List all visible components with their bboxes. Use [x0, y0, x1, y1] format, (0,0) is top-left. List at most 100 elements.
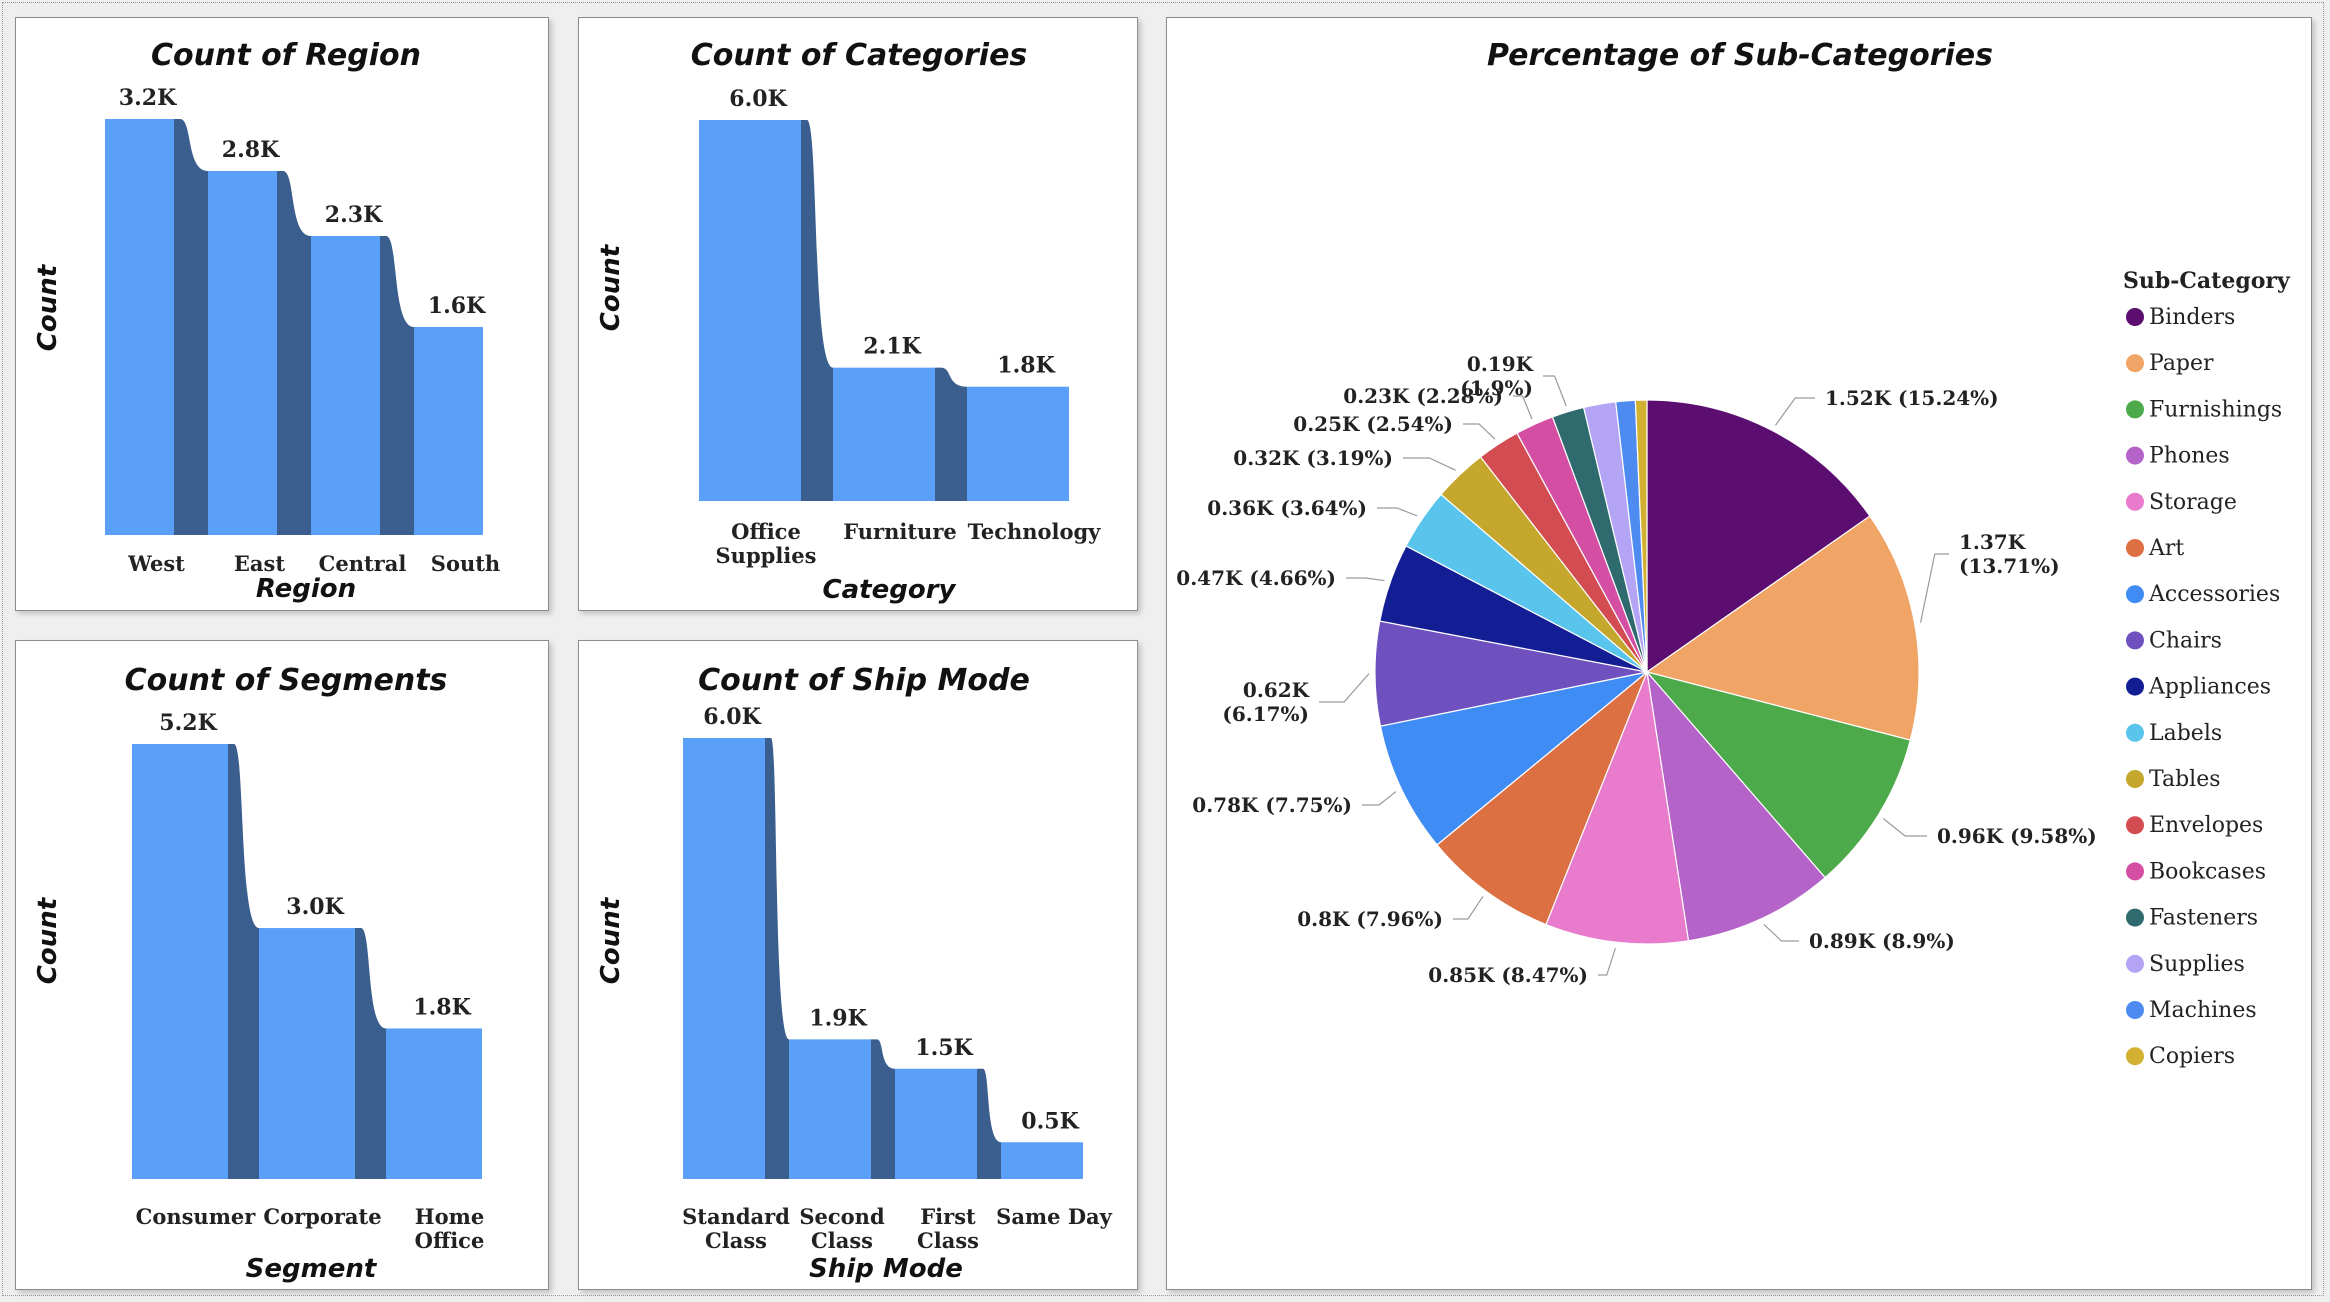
subcategory-pie-panel[interactable]: Percentage of Sub-Categories 1.52K (15.24… [1166, 17, 2312, 1290]
legend-item-furnishings[interactable]: Furnishings [2149, 397, 2282, 422]
leader-line-bookcases [1513, 395, 1533, 420]
y-axis-label: Count [596, 896, 626, 984]
bar-central[interactable] [311, 236, 380, 535]
leader-line-chairs [1319, 673, 1370, 703]
bar-second-class[interactable] [789, 1039, 871, 1179]
bar-side-standard-class [765, 738, 789, 1179]
region-chart-panel[interactable]: Count of Region Count Region 3.2K West 2.8K Ea… [15, 17, 549, 611]
pie-slice-binders[interactable] [1646, 399, 1871, 674]
bar-side-first-class [977, 1068, 1001, 1179]
pie-slice-storage[interactable] [1545, 669, 1690, 945]
legend-marker-art [2126, 539, 2144, 557]
bar-first-class[interactable] [895, 1068, 977, 1179]
bar-furniture[interactable] [833, 367, 935, 501]
pie-slice-phones[interactable] [1646, 670, 1826, 942]
tick-label-second-class: Second Class [799, 1204, 885, 1253]
leader-line-fasteners [1543, 375, 1567, 407]
x-axis-label: Ship Mode [809, 1254, 963, 1284]
data-label-central: 2.3K [325, 202, 383, 228]
bar-standard-class[interactable] [683, 738, 765, 1179]
pie-label-storage: 0.85K (8.47%) [1428, 963, 1588, 987]
legend-item-fasteners[interactable]: Fasteners [2149, 906, 2258, 931]
tick-label-central: Central [319, 551, 407, 576]
data-label-west: 3.2K [119, 85, 177, 111]
bar-west[interactable] [105, 119, 174, 535]
leader-line-appliances [1346, 577, 1385, 582]
category-chart-panel[interactable]: Count of Categories Count Category 6.0K Offi… [578, 17, 1138, 611]
tick-label-east: East [234, 551, 285, 576]
chart-title: Count of Segments [125, 663, 448, 698]
leader-line-tables [1403, 457, 1456, 471]
tick-label-west: West [127, 551, 185, 576]
leader-line-accessories [1362, 791, 1397, 806]
x-axis-label: Segment [246, 1254, 378, 1284]
legend-item-copiers[interactable]: Copiers [2149, 1044, 2235, 1069]
x-axis-label: Region [256, 574, 356, 604]
leader-line-paper [1919, 553, 1949, 623]
legend-item-labels[interactable]: Labels [2149, 721, 2222, 746]
legend-marker-bookcases [2126, 862, 2144, 881]
data-label-standard-class: 6.0K [703, 704, 761, 730]
y-axis-label: Count [596, 243, 626, 331]
legend-item-supplies[interactable]: Supplies [2149, 952, 2245, 977]
legend-marker-storage [2126, 492, 2144, 511]
pie-label-labels: 0.36K (3.64%) [1207, 496, 1367, 520]
bar-technology[interactable] [967, 386, 1069, 501]
pie-slice-paper[interactable] [1645, 515, 1920, 741]
legend-marker-supplies [2126, 954, 2144, 973]
region-chart: Count of Region Count Region 3.2K West 2.8K Ea… [33, 38, 500, 604]
legend-title: Sub-Category [2123, 268, 2291, 294]
pie-label-binders: 1.52K (15.24%) [1825, 386, 1999, 410]
tick-label-first-class: First Class [917, 1204, 979, 1253]
pie-slice-art[interactable] [1436, 671, 1648, 926]
leader-line-art [1453, 896, 1484, 920]
pie-label-paper: 1.37K (13.71%) [1959, 530, 2060, 578]
bar-side-consumer [228, 744, 259, 1179]
tick-label-south: South [431, 551, 500, 576]
bar-office-supplies[interactable] [699, 120, 801, 501]
legend-item-tables[interactable]: Tables [2149, 767, 2221, 792]
legend-item-appliances[interactable]: Appliances [2148, 675, 2271, 700]
legend-item-binders[interactable]: Binders [2149, 305, 2235, 330]
shipmode-chart-panel[interactable]: Count of Ship Mode Count Ship Mode 6.0K Stan… [578, 640, 1138, 1290]
legend-item-art[interactable]: Art [2148, 536, 2184, 561]
legend-item-machines[interactable]: Machines [2149, 998, 2257, 1023]
bar-corporate[interactable] [259, 928, 355, 1179]
bar-east[interactable] [208, 171, 277, 535]
leader-line-phones [1763, 923, 1799, 942]
category-chart: Count of Categories Count Category 6.0K Offi… [596, 38, 1101, 605]
data-label-south: 1.6K [428, 293, 486, 319]
legend-item-bookcases[interactable]: Bookcases [2149, 859, 2266, 884]
tick-label-same-day: Same Day [996, 1204, 1112, 1229]
legend-marker-fasteners [2126, 908, 2144, 927]
legend-item-paper[interactable]: Paper [2149, 351, 2214, 376]
bar-side-furniture [935, 367, 967, 501]
pie-slice-copiers[interactable] [1634, 399, 1648, 673]
legend-item-envelopes[interactable]: Envelopes [2149, 813, 2263, 838]
bar-same-day[interactable] [1001, 1142, 1083, 1179]
pie-label-envelopes: 0.25K (2.54%) [1293, 412, 1453, 436]
legend-item-phones[interactable]: Phones [2149, 444, 2230, 469]
shipmode-chart: Count of Ship Mode Count Ship Mode 6.0K Stan… [596, 663, 1113, 1284]
segment-chart-panel[interactable]: Count of Segments Count Segment 5.2K Consume… [15, 640, 549, 1290]
subcategory-pie-chart: Percentage of Sub-Categories 1.52K (15.24… [1176, 38, 2291, 1069]
data-label-office-supplies: 6.0K [729, 86, 787, 112]
legend-item-accessories[interactable]: Accessories [2148, 582, 2280, 607]
pie-label-accessories: 0.78K (7.75%) [1192, 793, 1352, 817]
pie-label-art: 0.8K (7.96%) [1297, 907, 1443, 931]
pie-label-appliances: 0.47K (4.66%) [1176, 566, 1336, 590]
data-label-east: 2.8K [222, 137, 280, 163]
pie-slice-accessories[interactable] [1379, 671, 1648, 846]
data-label-same-day: 0.5K [1021, 1108, 1079, 1134]
data-label-home-office: 1.8K [413, 994, 471, 1020]
leader-line-storage [1598, 948, 1617, 976]
bar-consumer[interactable] [132, 744, 228, 1179]
chart-title: Count of Ship Mode [698, 663, 1030, 698]
legend-item-chairs[interactable]: Chairs [2149, 628, 2222, 653]
legend-marker-tables [2126, 770, 2144, 788]
tick-label-corporate: Corporate [263, 1204, 381, 1229]
bar-south[interactable] [414, 327, 483, 535]
pie-slice-furnishings[interactable] [1645, 670, 1912, 879]
bar-home-office[interactable] [386, 1028, 482, 1179]
legend-item-storage[interactable]: Storage [2149, 490, 2237, 515]
